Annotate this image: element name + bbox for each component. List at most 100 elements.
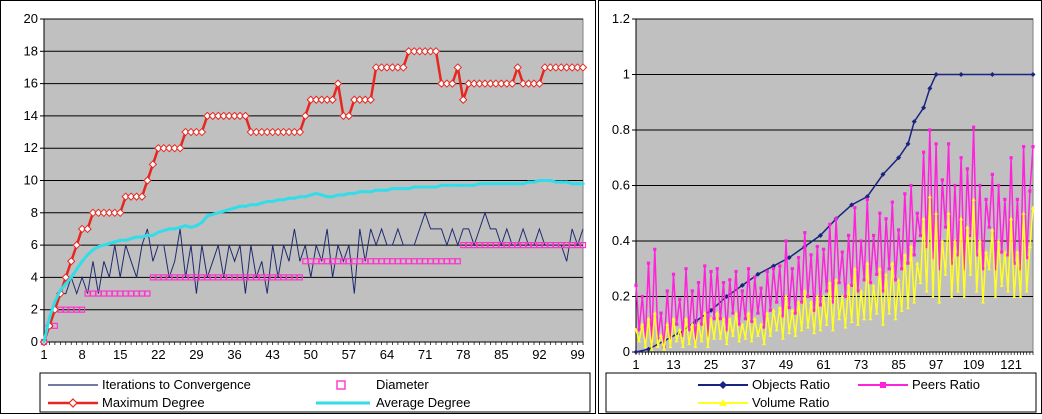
right-point-volume: [693, 344, 698, 348]
right-point-objects: [927, 85, 933, 91]
right-point-peers: [746, 267, 751, 271]
right-point-volume: [768, 333, 773, 337]
right-point-peers: [981, 267, 985, 271]
right-point-peers: [993, 267, 998, 271]
right-point-peers: [925, 244, 929, 249]
right-point-volume: [999, 283, 1004, 287]
right-point-volume: [755, 333, 760, 337]
right-point-peers: [740, 289, 744, 293]
right-point-peers: [950, 261, 954, 265]
right-point-peers: [815, 244, 819, 249]
right-point-volume: [1018, 294, 1023, 298]
right-point-volume: [671, 316, 676, 321]
right-point-peers: [881, 289, 885, 293]
right-point-peers: [687, 328, 691, 332]
right-point-volume: [827, 280, 832, 285]
right-point-volume: [868, 316, 873, 321]
right-point-peers: [753, 275, 757, 279]
right-point-peers: [703, 264, 707, 268]
right-point-volume: [968, 272, 973, 276]
left-point-avg_degree: [363, 190, 367, 194]
left-legend: Iterations to Convergence Diameter Maxim…: [39, 372, 591, 413]
right-point-peers: [906, 261, 910, 265]
right-point-peers: [718, 317, 723, 321]
right-point-volume: [696, 322, 701, 326]
left-x-tick-label: 29: [189, 347, 203, 362]
left-point-avg_degree: [53, 300, 57, 304]
right-point-volume: [640, 322, 645, 326]
left-point-max_degree: [208, 111, 217, 121]
left-point-max_degree: [361, 95, 370, 104]
left-point-avg_degree: [183, 224, 188, 228]
right-y-tick-label: 0.2: [612, 289, 630, 304]
left-point-avg_degree: [232, 206, 237, 210]
right-point-peers: [765, 269, 769, 274]
right-point-volume: [843, 325, 848, 329]
right-point-peers: [646, 261, 651, 265]
left-point-avg_degree: [575, 182, 580, 186]
left-point-avg_degree: [341, 193, 346, 197]
left-point-max_degree: [491, 79, 501, 88]
left-x-tick-label: 71: [418, 347, 432, 362]
left-point-avg_degree: [69, 275, 73, 279]
left-point-avg_degree: [292, 196, 297, 200]
right-point-volume: [905, 305, 910, 310]
right-y-tick-label: 0.8: [612, 122, 630, 137]
right-point-volume: [799, 327, 804, 332]
left-point-max_degree: [181, 127, 190, 137]
left-point-avg_degree: [85, 253, 90, 257]
right-point-volume: [930, 294, 935, 298]
right-point-peers: [693, 339, 697, 343]
left-point-max_degree: [203, 111, 212, 121]
left-point-max_degree: [252, 127, 261, 137]
left-y-tick-label: 14: [24, 108, 38, 123]
left-point-max_degree: [186, 127, 196, 137]
left-point-avg_degree: [162, 228, 166, 233]
left-point-max_degree: [567, 63, 577, 72]
left-point-avg_degree: [358, 190, 362, 194]
left-point-max_degree: [557, 63, 566, 72]
left-point-diameter: [579, 242, 587, 249]
left-point-max_degree: [61, 273, 70, 282]
right-point-volume: [887, 311, 892, 315]
left-point-avg_degree: [314, 191, 318, 196]
right-point-volume: [665, 322, 670, 326]
right-point-volume: [718, 336, 723, 340]
left-point-max_degree: [464, 79, 473, 88]
right-y-tick-label: 0: [623, 344, 630, 359]
left-point-max_degree: [126, 192, 136, 201]
left-y-tick-label: 8: [31, 205, 38, 220]
left-point-max_degree: [263, 127, 272, 137]
left-y-tick-label: 0: [31, 334, 38, 349]
left-point-avg_degree: [58, 288, 62, 292]
left-point-avg_degree: [516, 182, 520, 186]
right-point-peers: [778, 264, 782, 268]
left-point-max_degree: [317, 95, 326, 104]
right-point-volume: [771, 308, 776, 312]
right-point-peers: [931, 256, 935, 260]
right-x-tick-label: 1: [632, 357, 639, 372]
right-point-volume: [902, 252, 907, 257]
right-point-volume: [662, 347, 667, 351]
right-point-peers: [640, 294, 644, 299]
left-point-max_degree: [339, 111, 348, 121]
right-x-tick-label: 25: [704, 357, 718, 372]
right-point-volume: [830, 327, 835, 332]
right-point-volume: [971, 197, 976, 201]
left-point-max_degree: [459, 95, 468, 104]
right-point-peers: [812, 308, 816, 312]
right-point-peers: [818, 303, 823, 307]
right-point-peers: [846, 233, 851, 238]
left-point-avg_degree: [532, 180, 536, 184]
left-point-avg_degree: [64, 282, 68, 286]
left-point-avg_degree: [461, 183, 465, 187]
left-point-avg_degree: [418, 185, 422, 189]
left-point-max_degree: [410, 47, 419, 56]
left-point-avg_degree: [477, 182, 482, 186]
left-point-max_degree: [290, 127, 299, 137]
left-point-max_degree: [371, 63, 381, 72]
legend-label-max-degree: Maximum Degree: [102, 395, 205, 410]
right-x-tick-label: 37: [741, 357, 755, 372]
left-point-max_degree: [415, 47, 424, 56]
right-point-peers: [796, 256, 801, 260]
